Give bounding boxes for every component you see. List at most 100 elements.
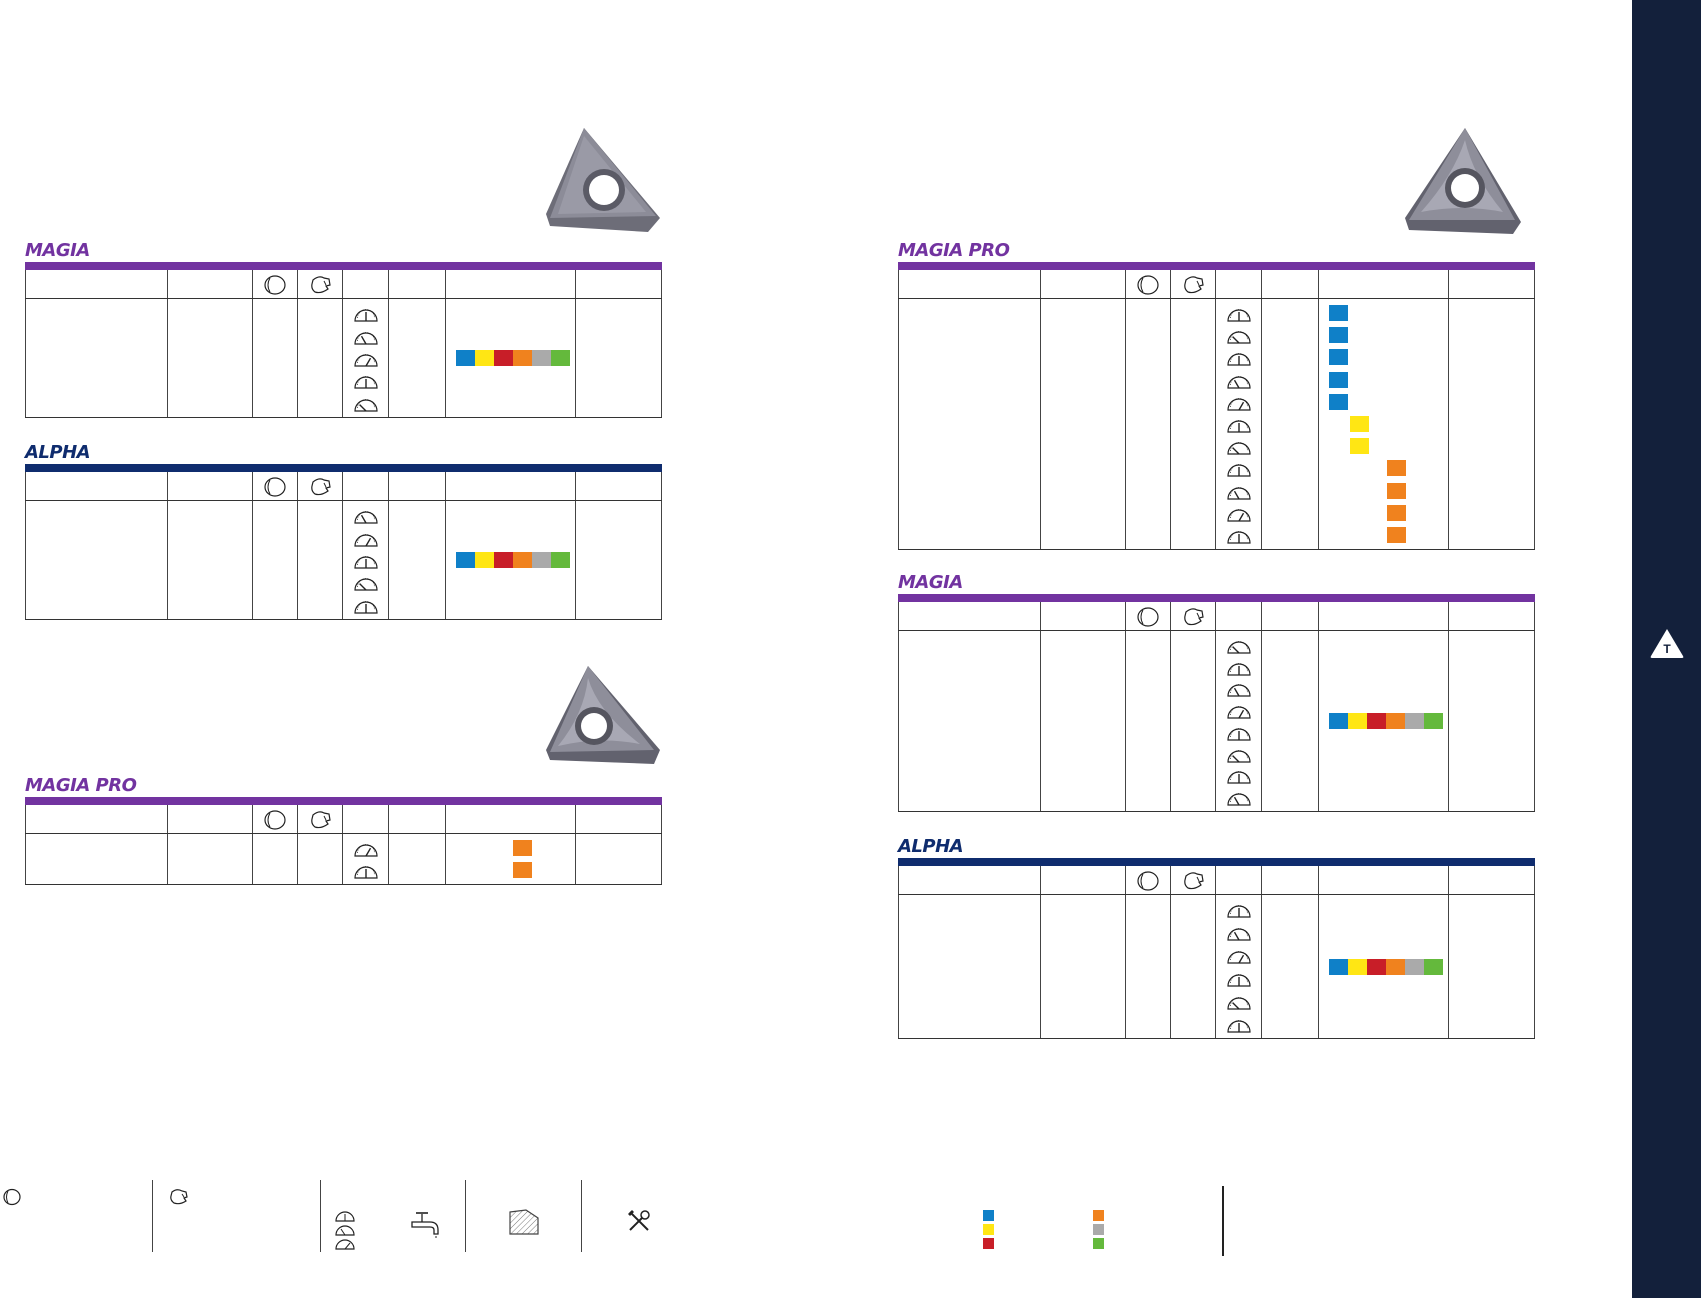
legend-swatch-blue bbox=[983, 1210, 994, 1221]
material-strip bbox=[1329, 958, 1443, 975]
column-divider bbox=[1040, 299, 1041, 549]
workpiece-icon bbox=[509, 1209, 539, 1235]
section-left-magia: MAGIA bbox=[25, 240, 662, 418]
brand-bar bbox=[898, 262, 1535, 270]
column-divider bbox=[252, 472, 253, 500]
legend-swatch-green bbox=[1093, 1238, 1104, 1249]
column-divider bbox=[445, 805, 446, 833]
column-divider bbox=[1261, 895, 1262, 1038]
column-divider bbox=[1125, 631, 1126, 811]
column-divider bbox=[661, 805, 662, 833]
table-header bbox=[25, 270, 662, 299]
column-divider bbox=[297, 299, 298, 417]
gauge-icon bbox=[1226, 991, 1252, 1011]
material-swatch-blue bbox=[456, 552, 475, 568]
material-swatch-green bbox=[1424, 713, 1443, 729]
column-divider bbox=[575, 270, 576, 298]
insert-clamp-icon bbox=[309, 810, 333, 830]
column-divider bbox=[342, 501, 343, 619]
gauge-icon bbox=[1226, 1014, 1252, 1034]
material-strip bbox=[456, 552, 570, 568]
column-divider bbox=[1215, 631, 1216, 811]
brand-title: ALPHA bbox=[25, 442, 91, 463]
column-divider bbox=[1448, 270, 1449, 298]
spec-table bbox=[25, 472, 662, 620]
column-divider bbox=[661, 834, 662, 884]
gauge-icon bbox=[1226, 657, 1252, 677]
column-divider bbox=[25, 472, 26, 500]
column-divider bbox=[1215, 270, 1216, 298]
column-divider bbox=[1534, 270, 1535, 298]
column-divider bbox=[342, 834, 343, 884]
material-swatch-blue bbox=[1329, 371, 1348, 388]
column-divider bbox=[297, 501, 298, 619]
column-divider bbox=[167, 501, 168, 619]
table-body bbox=[898, 631, 1535, 811]
spec-table bbox=[25, 805, 662, 885]
column-divider bbox=[342, 472, 343, 500]
material-swatch-blue bbox=[1329, 713, 1348, 729]
gauge-icon bbox=[353, 393, 379, 413]
column-divider bbox=[167, 834, 168, 884]
gauge-icon bbox=[1226, 968, 1252, 988]
material-swatch-green bbox=[1424, 958, 1443, 975]
spec-table bbox=[898, 866, 1535, 1039]
gauge-icon bbox=[1226, 945, 1252, 965]
table-body bbox=[25, 501, 662, 619]
insert-clamp-icon bbox=[309, 477, 333, 497]
section-left-magia-pro: MAGIA PRO bbox=[25, 775, 662, 885]
insert-clamp-icon bbox=[1182, 871, 1206, 891]
column-divider bbox=[252, 270, 253, 298]
column-divider bbox=[898, 866, 899, 894]
material-swatch-orange bbox=[1386, 958, 1405, 975]
material-swatch-blue bbox=[1329, 327, 1348, 344]
material-swatch-orange bbox=[1387, 460, 1406, 477]
insert-shape-icon bbox=[1136, 871, 1160, 891]
column-divider bbox=[342, 270, 343, 298]
column-divider bbox=[388, 805, 389, 833]
gauge-icon bbox=[1226, 347, 1252, 367]
legend-swatch-yellow bbox=[983, 1224, 994, 1235]
column-divider bbox=[1261, 631, 1262, 811]
section-tab-badge[interactable]: T bbox=[1648, 626, 1686, 660]
column-divider bbox=[1215, 602, 1216, 630]
gauge-icon bbox=[353, 303, 379, 323]
column-divider bbox=[575, 501, 576, 619]
column-divider bbox=[1448, 895, 1449, 1038]
column-divider bbox=[1534, 895, 1535, 1038]
column-divider bbox=[342, 299, 343, 417]
column-divider bbox=[1040, 631, 1041, 811]
column-divider bbox=[25, 834, 26, 884]
gauge-icon bbox=[353, 348, 379, 368]
table-body bbox=[898, 895, 1535, 1038]
column-divider bbox=[388, 299, 389, 417]
material-swatch-green bbox=[551, 552, 570, 568]
material-swatch-red bbox=[494, 350, 513, 366]
column-divider bbox=[898, 270, 899, 298]
insert-shape-icon bbox=[3, 1188, 21, 1206]
column-divider bbox=[1261, 602, 1262, 630]
column-divider bbox=[1170, 895, 1171, 1038]
brand-title: MAGIA PRO bbox=[25, 775, 137, 796]
gauge-icon bbox=[1226, 922, 1252, 942]
column-divider bbox=[167, 270, 168, 298]
legend-divider bbox=[465, 1180, 466, 1252]
insert-photo-magia-pro-small bbox=[546, 666, 660, 764]
gauge-icon bbox=[1226, 414, 1252, 434]
material-swatch-yellow bbox=[1348, 958, 1367, 975]
column-divider bbox=[575, 834, 576, 884]
gauge-icon bbox=[353, 860, 379, 880]
column-divider bbox=[898, 895, 899, 1038]
column-divider bbox=[661, 501, 662, 619]
coolant-tap-icon bbox=[411, 1212, 439, 1238]
column-divider bbox=[1215, 866, 1216, 894]
column-divider bbox=[1170, 270, 1171, 298]
legend-swatch-red bbox=[983, 1238, 994, 1249]
column-divider bbox=[445, 501, 446, 619]
column-divider bbox=[1040, 895, 1041, 1038]
column-divider bbox=[1318, 866, 1319, 894]
material-swatch-orange bbox=[1387, 504, 1406, 521]
material-swatch-orange bbox=[1386, 713, 1405, 729]
column-divider bbox=[167, 805, 168, 833]
